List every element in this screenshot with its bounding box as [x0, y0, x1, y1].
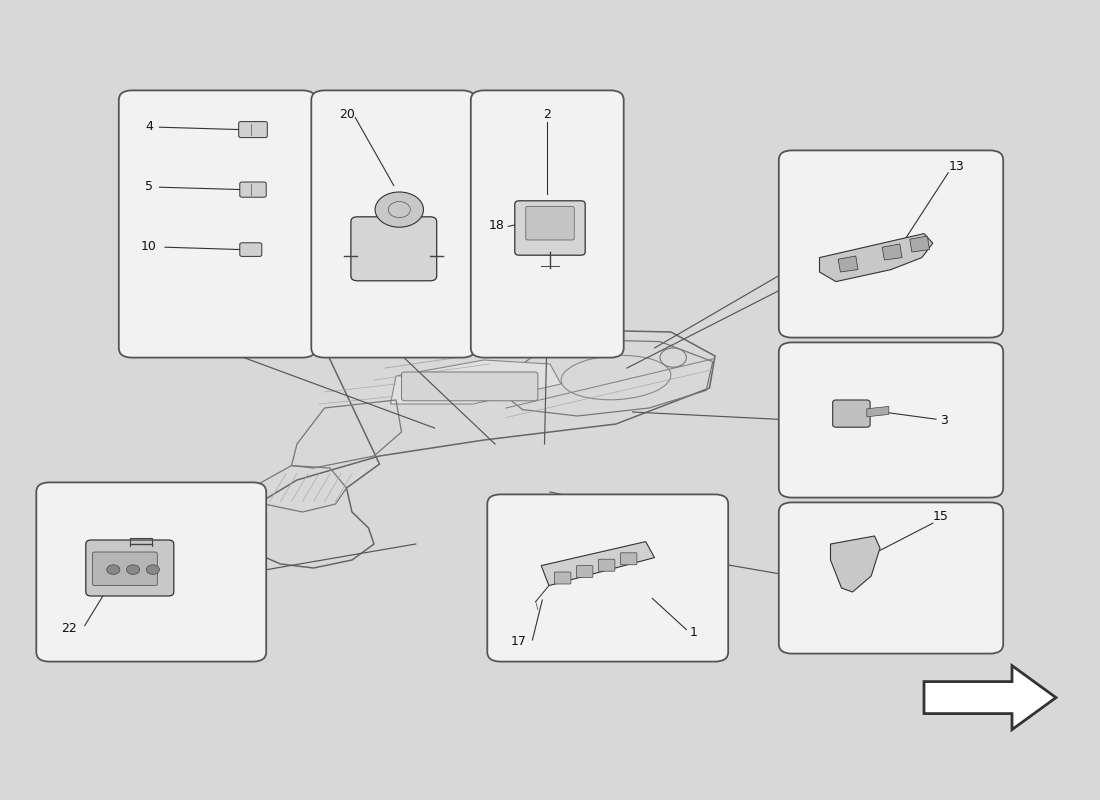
Polygon shape	[910, 236, 930, 252]
FancyBboxPatch shape	[402, 372, 538, 401]
FancyBboxPatch shape	[779, 502, 1003, 654]
Text: 20: 20	[339, 108, 354, 121]
FancyBboxPatch shape	[487, 494, 728, 662]
Text: 1: 1	[690, 626, 697, 638]
Polygon shape	[541, 542, 654, 586]
Text: 13: 13	[948, 160, 964, 174]
Text: 18: 18	[488, 219, 504, 232]
Polygon shape	[820, 234, 933, 282]
Text: 4: 4	[145, 120, 153, 133]
FancyBboxPatch shape	[779, 342, 1003, 498]
FancyBboxPatch shape	[620, 553, 637, 565]
Polygon shape	[867, 406, 889, 417]
FancyBboxPatch shape	[119, 90, 316, 358]
FancyBboxPatch shape	[554, 572, 571, 584]
Circle shape	[126, 565, 140, 574]
Circle shape	[107, 565, 120, 574]
Circle shape	[375, 192, 424, 227]
Text: 17: 17	[510, 635, 526, 648]
Polygon shape	[882, 244, 902, 260]
Polygon shape	[830, 536, 880, 592]
Circle shape	[146, 565, 160, 574]
Text: 15: 15	[933, 510, 948, 523]
FancyBboxPatch shape	[351, 217, 437, 281]
FancyBboxPatch shape	[239, 122, 267, 138]
Text: 3: 3	[940, 414, 948, 426]
Text: 2: 2	[542, 108, 551, 122]
Text: 10: 10	[141, 240, 156, 253]
Polygon shape	[924, 666, 1056, 730]
Text: 5: 5	[145, 180, 153, 193]
FancyBboxPatch shape	[92, 552, 157, 586]
FancyBboxPatch shape	[526, 206, 574, 240]
Text: 22: 22	[62, 622, 77, 634]
FancyBboxPatch shape	[779, 150, 1003, 338]
FancyBboxPatch shape	[240, 242, 262, 256]
FancyBboxPatch shape	[471, 90, 624, 358]
FancyBboxPatch shape	[311, 90, 475, 358]
FancyBboxPatch shape	[833, 400, 870, 427]
FancyBboxPatch shape	[36, 482, 266, 662]
Polygon shape	[390, 360, 561, 404]
FancyBboxPatch shape	[240, 182, 266, 197]
FancyBboxPatch shape	[86, 540, 174, 596]
FancyBboxPatch shape	[515, 201, 585, 255]
FancyBboxPatch shape	[576, 566, 593, 578]
Polygon shape	[838, 256, 858, 272]
FancyBboxPatch shape	[598, 559, 615, 571]
